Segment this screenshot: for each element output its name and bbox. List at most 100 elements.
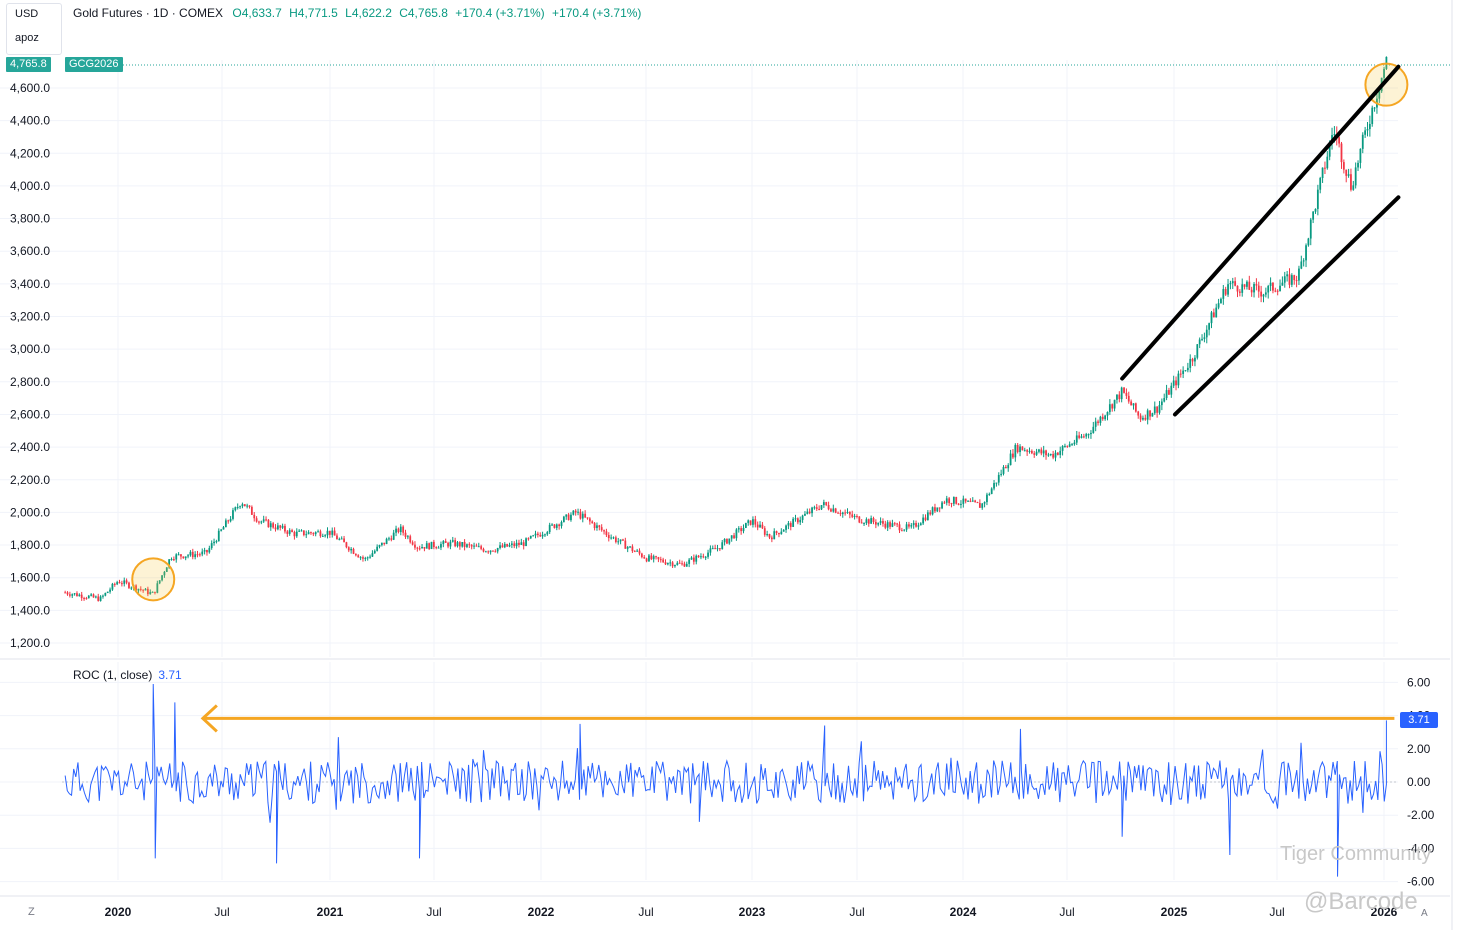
candle-body [645, 558, 648, 562]
candle-body [1203, 337, 1206, 339]
candle-body [678, 562, 681, 564]
roc-tick-label: -6.00 [1407, 875, 1435, 889]
candle-body [1012, 453, 1014, 458]
candle-body [825, 502, 828, 506]
candle-body [423, 546, 426, 549]
candle-body [1340, 143, 1343, 163]
candle-body [801, 515, 804, 520]
candle-body [307, 532, 310, 535]
candle-body [598, 525, 601, 528]
candle-body [536, 533, 539, 536]
candle-body [749, 520, 752, 525]
candle-body [1352, 185, 1355, 190]
candle-body [444, 541, 447, 543]
candle-body [1378, 91, 1381, 99]
candle-body [1153, 406, 1156, 414]
candle-body [175, 554, 178, 560]
candle-body [241, 504, 244, 507]
candle-body [1191, 358, 1194, 362]
candle-body [409, 536, 412, 543]
symbol-title[interactable]: Gold Futures · 1D · COMEX [73, 6, 224, 20]
roc-last-tag: 3.71 [1400, 712, 1438, 728]
candle-body [430, 541, 433, 549]
candle-body [900, 530, 903, 532]
candle-body [640, 553, 643, 558]
candle-body [1033, 453, 1036, 455]
candle-body [196, 554, 199, 556]
candle-body [1179, 373, 1182, 375]
currency-box[interactable]: USD apoz [6, 3, 62, 55]
candle-body [281, 525, 284, 528]
candle-body [555, 524, 558, 528]
candle-body [416, 547, 419, 549]
y-tick-label: 1,600.0 [10, 571, 50, 585]
candle-body [917, 525, 920, 527]
candle-body [369, 556, 371, 558]
y-tick-label: 1,800.0 [10, 538, 50, 552]
candle-body [80, 594, 83, 599]
candle-body [971, 500, 974, 502]
candle-body [319, 531, 322, 537]
candle-body [1151, 413, 1154, 417]
candle-body [548, 524, 551, 533]
candle-body [737, 528, 740, 530]
candle-body [402, 526, 405, 533]
candle-body [1028, 450, 1031, 452]
candle-body [1099, 416, 1102, 423]
candle-body [1350, 174, 1352, 190]
candle-body [236, 507, 239, 509]
candle-body [742, 527, 745, 532]
candle-body [931, 507, 934, 515]
candle-body [709, 548, 712, 553]
candle-body [1092, 426, 1095, 433]
candle-body [177, 554, 180, 556]
candle-body [664, 562, 667, 565]
candle-body [1264, 292, 1267, 295]
candle-body [1246, 281, 1248, 287]
candle-body [785, 525, 787, 530]
candle-body [898, 524, 901, 531]
candle-body [99, 596, 102, 601]
candle-body [1071, 444, 1073, 446]
candle-body [643, 557, 646, 559]
candle-body [246, 505, 249, 507]
close-value: C4,765.8 [399, 6, 448, 20]
candle-body [1016, 444, 1019, 453]
auto-scale-button[interactable]: A [1421, 908, 1428, 919]
roc-tick-label: -4.00 [1407, 841, 1435, 855]
candle-body [1116, 394, 1118, 400]
candle-body [203, 549, 206, 552]
candle-body [104, 592, 107, 596]
candle-body [1293, 275, 1296, 281]
candle-body [336, 535, 338, 540]
candle-body [198, 554, 201, 556]
candle-body [910, 525, 913, 527]
candle-body [373, 550, 376, 554]
candle-body [1314, 208, 1317, 212]
candle-body [503, 543, 506, 548]
candle-body [253, 514, 256, 519]
candle-body [73, 593, 76, 595]
y-tick-label: 3,200.0 [10, 310, 50, 324]
y-tick-label: 4,200.0 [10, 146, 50, 160]
candle-body [728, 538, 731, 544]
candle-body [903, 529, 906, 531]
candle-body [463, 542, 466, 547]
candle-body [938, 507, 941, 509]
candle-body [577, 511, 579, 513]
candle-body [983, 502, 986, 504]
candle-body [378, 545, 381, 547]
timezone-label[interactable]: Z [28, 906, 35, 918]
candle-body [960, 503, 962, 505]
candle-body [449, 541, 452, 547]
candle-body [388, 538, 390, 540]
candle-body [1139, 415, 1142, 420]
candle-body [172, 559, 175, 561]
candle-body [1120, 387, 1123, 400]
candle-body [588, 518, 591, 522]
candle-body [962, 498, 965, 504]
candle-body [1326, 156, 1329, 169]
roc-title[interactable]: ROC (1, close) 3.71 [73, 668, 182, 682]
candle-body [1078, 435, 1081, 438]
